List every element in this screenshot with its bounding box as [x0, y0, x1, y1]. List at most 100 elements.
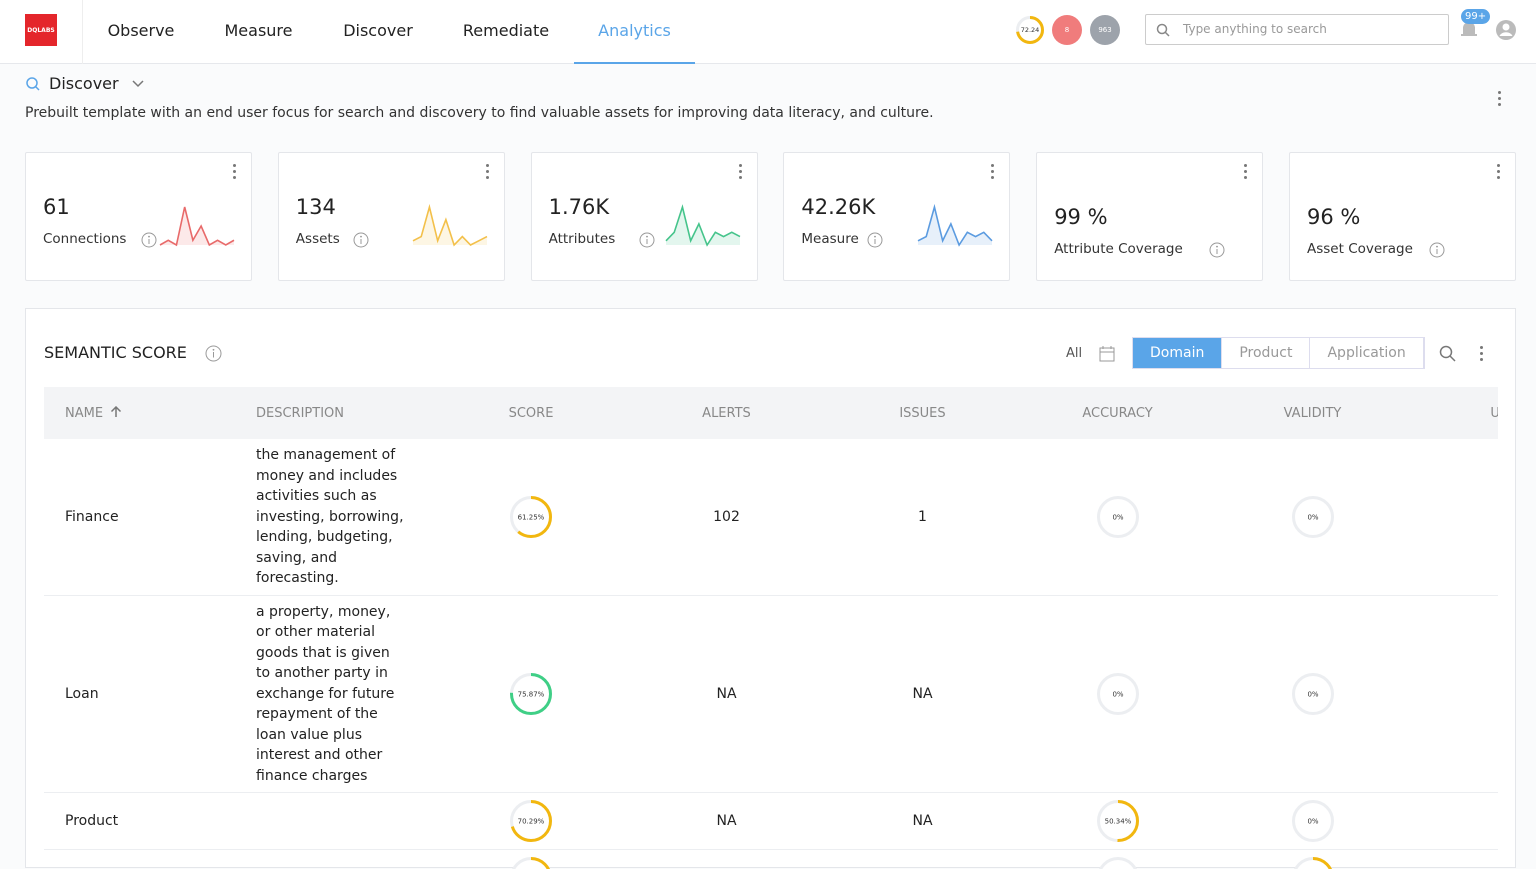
alerts-cell: NA [628, 793, 825, 850]
sparkline [158, 203, 236, 247]
divider [82, 0, 83, 64]
ring-label: 0% [1112, 513, 1123, 521]
validity-cell: 70.39% [1215, 850, 1410, 869]
info-icon[interactable] [639, 232, 655, 248]
info-dot [646, 236, 648, 238]
card-menu[interactable] [991, 164, 995, 182]
card-value: 42.26K [801, 195, 875, 219]
name-cell: Loan [44, 595, 240, 793]
ring-label: 0% [1112, 690, 1123, 698]
column-header: VALIDITY [1215, 387, 1410, 439]
alert-badge: 8 [1052, 15, 1082, 45]
table-row: dom_check72.43%4NA0%70.39% [44, 850, 1498, 869]
card-menu[interactable] [486, 164, 490, 182]
search-icon [1156, 23, 1170, 37]
ring: 70.29% [509, 799, 553, 843]
search-box[interactable]: Type anything to search [1145, 14, 1449, 45]
alerts-cell: 102 [628, 439, 825, 595]
score-cell: 75.87% [434, 595, 628, 793]
calendar-icon[interactable] [1099, 346, 1115, 362]
nav-item[interactable]: Observe [95, 0, 187, 64]
ring-label: 72.24 [1021, 26, 1040, 34]
panel-title: SEMANTIC SCORE [44, 343, 187, 362]
nav-item[interactable]: Measure [212, 0, 305, 64]
info-dot [1436, 246, 1438, 248]
info-icon[interactable] [1429, 242, 1445, 258]
info-icon[interactable] [1209, 242, 1225, 258]
all-filter[interactable]: All [1066, 346, 1082, 361]
column-header[interactable]: NAME [44, 387, 240, 439]
card-menu[interactable] [233, 164, 237, 182]
notification-count[interactable]: 99+ [1461, 9, 1490, 24]
description-cell [240, 793, 434, 850]
info-icon[interactable] [205, 345, 222, 362]
sparkline-area [160, 207, 234, 245]
card-value: 134 [296, 195, 336, 219]
alerts-cell: NA [628, 595, 825, 793]
page-description: Prebuilt template with an end user focus… [25, 105, 934, 121]
ring-label: 70.29% [518, 817, 545, 825]
column-header: DESCRIPTION [240, 387, 434, 439]
ring: 72.43% [509, 856, 553, 869]
name-cell: Product [44, 793, 240, 850]
ring: 0% [1096, 495, 1140, 539]
table-search[interactable] [1439, 345, 1456, 362]
ring: 0% [1291, 799, 1335, 843]
description-text: a property, money, or other material goo… [256, 604, 394, 784]
nav-item[interactable]: Discover [330, 0, 426, 64]
chevron[interactable] [131, 79, 145, 89]
issues-cell: NA [825, 595, 1020, 793]
ring: 75.87% [509, 672, 553, 716]
ring: 0% [1291, 672, 1335, 716]
view-option[interactable]: Application [1310, 338, 1423, 368]
description-cell [240, 850, 434, 869]
card-value: 99 % [1054, 205, 1107, 229]
card-label: Assets [296, 231, 340, 247]
card-label: Attributes [549, 231, 616, 247]
page-menu[interactable] [1498, 91, 1502, 109]
logo[interactable]: DQLABS [25, 14, 57, 46]
card-menu[interactable] [739, 164, 743, 182]
description-cell: the management of money and includes act… [240, 439, 434, 595]
description-text: the management of money and includes act… [256, 447, 404, 586]
ring: 70.39% [1291, 856, 1335, 869]
info-icon[interactable] [867, 232, 883, 248]
info-icon[interactable] [353, 232, 369, 248]
sort-icon [110, 406, 122, 418]
info-icon[interactable] [141, 232, 157, 248]
uniqueness-cell [1410, 439, 1498, 595]
info-dot [148, 236, 150, 238]
panel-menu[interactable] [1480, 346, 1484, 364]
card-menu[interactable] [1244, 164, 1248, 182]
nav-item[interactable]: Analytics [574, 0, 695, 64]
description-cell: a property, money, or other material goo… [240, 595, 434, 793]
validity-cell: 0% [1215, 793, 1410, 850]
alerts-cell: 4 [628, 850, 825, 869]
accuracy-cell: 50.34% [1020, 793, 1215, 850]
ring: 0% [1096, 856, 1140, 869]
uniqueness-cell [1410, 850, 1498, 869]
page-title[interactable]: Discover [49, 74, 119, 93]
card-label: Attribute Coverage [1054, 241, 1183, 257]
card-label: Measure [801, 231, 858, 247]
score-cell: 70.29% [434, 793, 628, 850]
ring: 72.24 [1015, 15, 1045, 45]
card-menu[interactable] [1497, 164, 1501, 182]
issues-cell: NA [825, 850, 1020, 869]
accuracy-cell: 0% [1020, 595, 1215, 793]
nav-item[interactable]: Remediate [450, 0, 562, 64]
score-cell: 61.25% [434, 439, 628, 595]
metric-card: 96 %Asset Coverage [1289, 152, 1516, 281]
view-option[interactable]: Product [1222, 338, 1310, 368]
validity-cell: 0% [1215, 439, 1410, 595]
issue-badge: 963 [1090, 15, 1120, 45]
view-option[interactable]: Domain [1133, 338, 1222, 368]
avatar[interactable] [1495, 19, 1517, 41]
sort-arrow [112, 407, 121, 417]
column-header: UNIQ [1410, 387, 1498, 439]
